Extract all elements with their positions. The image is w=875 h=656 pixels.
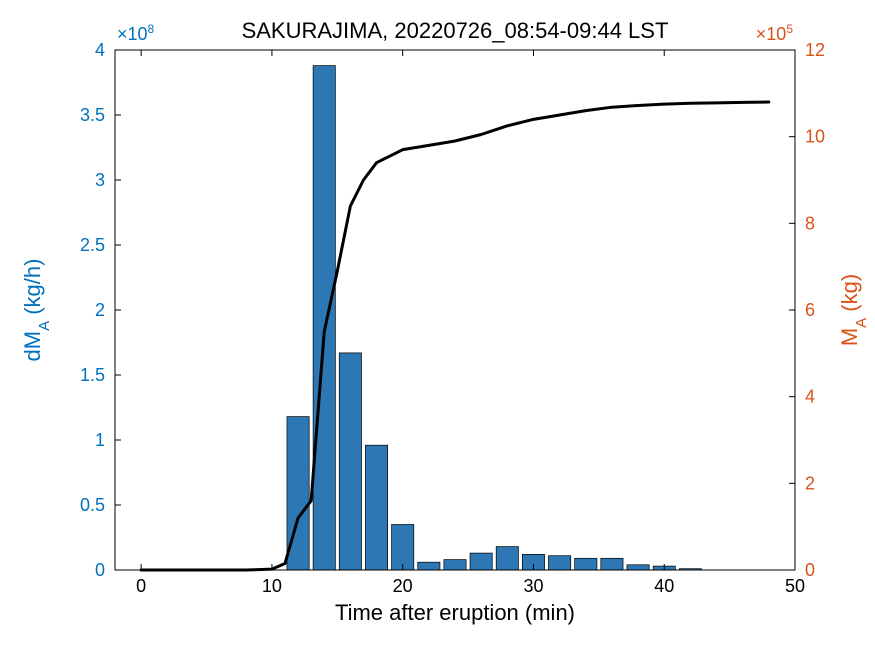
svg-text:10: 10: [262, 576, 282, 596]
bar: [496, 547, 518, 570]
bar: [627, 565, 649, 570]
svg-text:40: 40: [654, 576, 674, 596]
y-left-tick: 2.5: [80, 235, 105, 255]
y-left-tick: 1: [95, 430, 105, 450]
svg-text:10: 10: [805, 127, 825, 147]
bar: [575, 558, 597, 570]
y-right-tick: 6: [805, 300, 815, 320]
x-tick: 0: [136, 576, 146, 596]
bar: [418, 562, 440, 570]
y-right-axis-label: MA (kg): [837, 274, 870, 346]
svg-text:4: 4: [95, 40, 105, 60]
svg-text:4: 4: [805, 387, 815, 407]
svg-text:0: 0: [805, 560, 815, 580]
bar: [339, 353, 361, 570]
chart-title: SAKURAJIMA, 20220726_08:54-09:44 LST: [242, 18, 669, 43]
y-right-tick: 10: [805, 127, 825, 147]
svg-text:12: 12: [805, 40, 825, 60]
svg-text:2: 2: [805, 473, 815, 493]
bar: [601, 558, 623, 570]
svg-text:50: 50: [785, 576, 805, 596]
svg-text:0.5: 0.5: [80, 495, 105, 515]
y-right-offset: ×105: [756, 22, 794, 44]
x-tick: 50: [785, 576, 805, 596]
bar: [444, 560, 466, 570]
y-right-tick: 0: [805, 560, 815, 580]
svg-text:0: 0: [95, 560, 105, 580]
bar: [392, 525, 414, 571]
x-tick: 10: [262, 576, 282, 596]
y-left-tick: 3: [95, 170, 105, 190]
svg-text:1.5: 1.5: [80, 365, 105, 385]
svg-text:3: 3: [95, 170, 105, 190]
svg-text:20: 20: [393, 576, 413, 596]
x-tick: 40: [654, 576, 674, 596]
svg-text:2: 2: [95, 300, 105, 320]
chart-canvas: 0102030405000.511.522.533.54024681012×10…: [0, 0, 875, 656]
svg-text:0: 0: [136, 576, 146, 596]
y-left-tick: 0: [95, 560, 105, 580]
y-left-offset: ×108: [117, 22, 155, 44]
x-tick: 30: [523, 576, 543, 596]
x-tick: 20: [393, 576, 413, 596]
svg-text:2.5: 2.5: [80, 235, 105, 255]
y-left-tick: 4: [95, 40, 105, 60]
svg-text:8: 8: [805, 213, 815, 233]
bar: [549, 556, 571, 570]
y-right-tick: 4: [805, 387, 815, 407]
y-left-tick: 0.5: [80, 495, 105, 515]
y-left-tick: 3.5: [80, 105, 105, 125]
bar: [313, 66, 335, 570]
plot-area: [115, 50, 795, 570]
svg-text:6: 6: [805, 300, 815, 320]
svg-text:3.5: 3.5: [80, 105, 105, 125]
y-right-tick: 8: [805, 213, 815, 233]
y-left-tick: 1.5: [80, 365, 105, 385]
svg-text:1: 1: [95, 430, 105, 450]
x-axis-label: Time after eruption (min): [335, 600, 575, 625]
y-right-tick: 12: [805, 40, 825, 60]
y-left-tick: 2: [95, 300, 105, 320]
svg-text:30: 30: [523, 576, 543, 596]
y-left-axis-label: dMA (kg/h): [20, 259, 53, 362]
y-right-tick: 2: [805, 473, 815, 493]
bar: [470, 553, 492, 570]
bar: [365, 445, 387, 570]
